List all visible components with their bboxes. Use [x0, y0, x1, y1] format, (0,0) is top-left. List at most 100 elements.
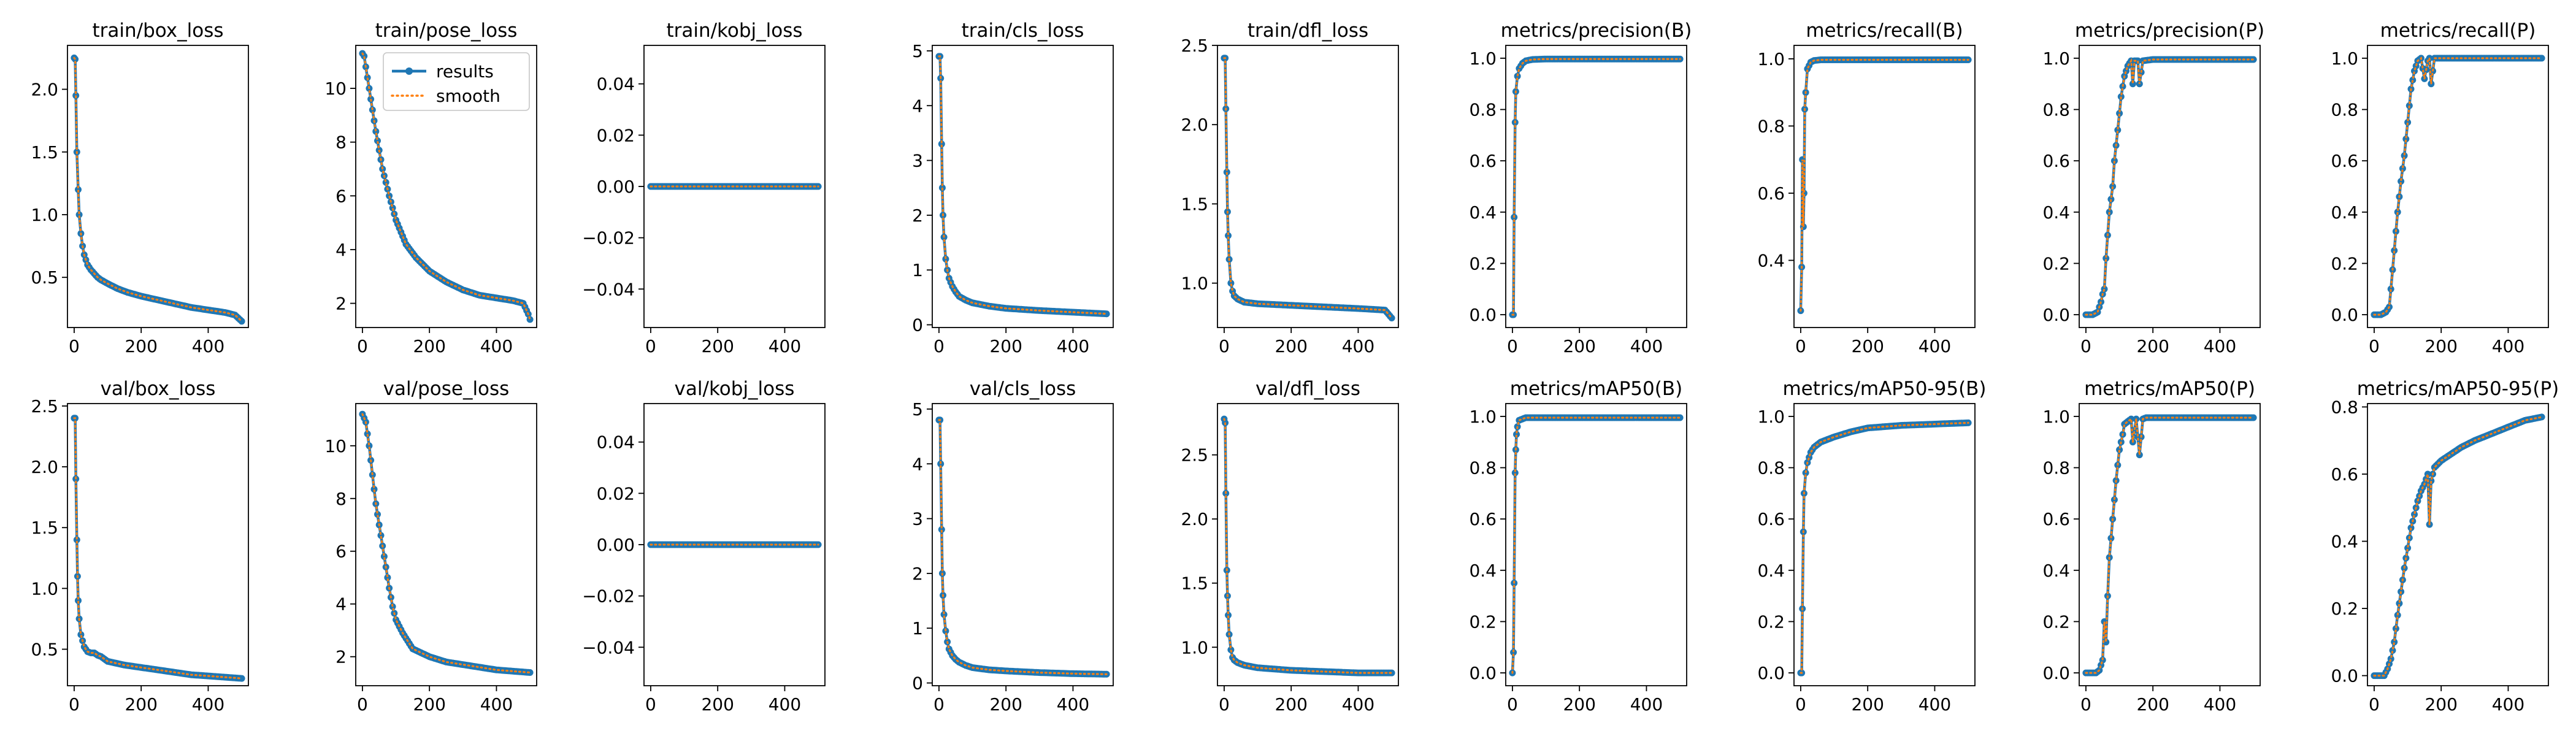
data-point	[380, 553, 388, 560]
plot-frame	[932, 403, 1114, 686]
smooth-line	[938, 419, 1108, 675]
x-tick-label: 200	[2425, 694, 2457, 715]
data-point	[374, 511, 381, 518]
y-tick-label: 8	[335, 132, 347, 153]
y-tick-label: −0.02	[582, 228, 635, 248]
subplot: metrics/mAP50-95(B) 0 200 400 0.0 0.2 0.4 0.6 0.…	[1757, 378, 1986, 715]
subplot-title: train/kobj_loss	[666, 20, 802, 42]
y-tick-label: 0.04	[597, 432, 635, 453]
y-tick-label: 1.0	[2042, 407, 2070, 427]
data-point	[2389, 647, 2396, 654]
subplot: metrics/precision(B) 0 200 400 0.0 0.2 0.4 0.6 0…	[1469, 20, 1692, 356]
y-tick-label: 0.8	[2331, 397, 2358, 417]
plot-frame	[643, 403, 826, 686]
data-point	[2411, 67, 2418, 75]
y-tick-label: 1.0	[31, 578, 58, 599]
data-point	[1513, 431, 1520, 438]
data-point	[2399, 165, 2406, 172]
y-tick-label: 0.8	[1757, 458, 1785, 478]
subplot: metrics/recall(B) 0 200 400 0.4 0.6 0.8 1.0	[1757, 20, 1976, 356]
x-tick-label: 0	[645, 694, 656, 715]
y-tick-label: 10	[324, 79, 347, 99]
x-tick-label: 200	[413, 694, 445, 715]
y-tick-label: 4	[912, 454, 923, 474]
y-tick-label: 0.0	[1469, 663, 1497, 683]
x-tick-label: 200	[989, 336, 1022, 356]
subplot: val/cls_loss 0 200 400 0 1 2 3 4 5	[912, 378, 1114, 715]
data-point	[1806, 454, 1813, 461]
x-tick-label: 400	[480, 694, 513, 715]
y-tick-label: 0.6	[1469, 151, 1497, 171]
data-point	[2123, 67, 2129, 75]
data-point	[2387, 655, 2394, 662]
plot-area	[1509, 55, 1684, 318]
x-tick-label: 0	[2369, 694, 2380, 715]
y-tick-label: 0.6	[1757, 509, 1785, 529]
subplot-title: val/cls_loss	[970, 378, 1076, 400]
results-line	[2374, 56, 2542, 316]
y-tick-label: 3	[912, 509, 923, 529]
y-tick-label: 1.5	[1181, 194, 1208, 214]
subplot: val/kobj_loss 0 200 400 −0.04 −0.02 0.00 0.02 0.…	[582, 378, 826, 715]
y-tick-label: 0.8	[1469, 458, 1497, 478]
data-point	[2136, 451, 2143, 459]
y-tick-label: 0.2	[2042, 611, 2070, 632]
plot-frame	[1505, 403, 1687, 686]
plot-area	[1797, 56, 1972, 315]
data-point	[2116, 446, 2123, 453]
x-tick-label: 200	[2136, 336, 2169, 356]
y-tick-label: 0.02	[597, 483, 635, 504]
x-tick-label: 0	[1507, 694, 1518, 715]
plot-frame	[1217, 45, 1399, 328]
y-tick-label: 2.0	[1181, 509, 1208, 529]
plot-area	[2082, 414, 2257, 677]
y-tick-label: 6	[335, 186, 347, 206]
smooth-line	[1511, 58, 1681, 316]
y-tick-label: 1.0	[1469, 48, 1497, 69]
y-tick-label: 4	[335, 594, 347, 615]
data-point	[2424, 470, 2431, 478]
x-tick-label: 200	[125, 336, 157, 356]
x-tick-label: 400	[480, 336, 513, 356]
x-tick-label: 400	[1919, 336, 1951, 356]
plot-frame	[67, 45, 249, 328]
subplot: train/box_loss 0 200 400 0.5 1.0 1.5 2.0	[31, 20, 249, 356]
y-tick-label: 0.0	[1469, 305, 1497, 325]
y-tick-label: 1.0	[1757, 407, 1785, 427]
subplot-title: train/pose_loss	[375, 20, 518, 42]
y-tick-label: 0.4	[2042, 202, 2070, 223]
smooth-line	[1800, 421, 1969, 674]
y-tick-label: 0.4	[2331, 532, 2358, 552]
results-line	[2374, 415, 2542, 677]
plot-area	[359, 410, 534, 676]
smooth-line	[1223, 57, 1393, 319]
plot-area	[1509, 414, 1684, 677]
y-tick-label: 0.4	[2042, 561, 2070, 581]
x-tick-label: 400	[1057, 336, 1089, 356]
data-point	[526, 316, 534, 323]
data-point	[370, 486, 378, 493]
y-tick-label: 6	[335, 542, 347, 562]
plot-frame	[67, 403, 249, 686]
subplot-title: metrics/precision(B)	[1501, 20, 1692, 42]
subplot-title: metrics/precision(P)	[2075, 20, 2264, 42]
plot-frame	[1793, 403, 1976, 686]
x-tick-label: 0	[1795, 694, 1806, 715]
data-point	[366, 442, 373, 450]
y-tick-label: 2.5	[31, 396, 58, 416]
data-point	[2538, 55, 2545, 62]
plot-frame	[2079, 45, 2261, 328]
data-point	[938, 526, 945, 533]
data-point	[75, 211, 83, 218]
plot-frame	[2367, 403, 2549, 686]
data-point	[2402, 136, 2410, 143]
data-point	[938, 140, 945, 148]
subplot-title: val/pose_loss	[383, 378, 510, 400]
subplot-title: val/box_loss	[101, 378, 216, 400]
data-point	[1103, 310, 1110, 318]
x-tick-label: 0	[357, 694, 368, 715]
y-tick-label: 0	[912, 673, 923, 694]
subplot: val/pose_loss 0 200 400 2 4 6 8 10	[324, 378, 537, 715]
y-tick-label: 4	[912, 96, 923, 116]
